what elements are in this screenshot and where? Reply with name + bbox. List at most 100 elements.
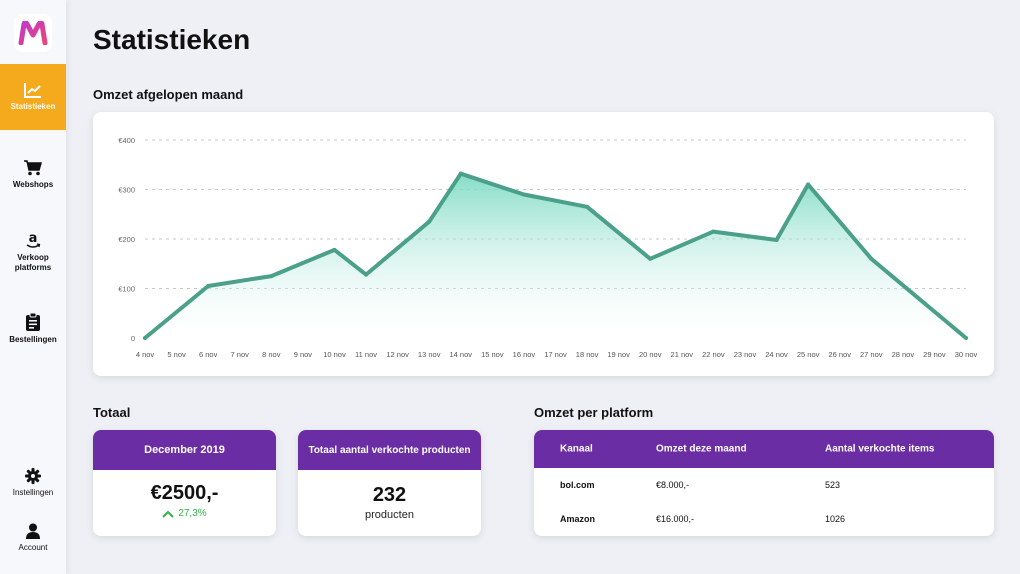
table-row[interactable]: bol.com €8.000,- 523 [534, 468, 994, 502]
platform-table: Kanaal Omzet deze maand Aantal verkochte… [534, 430, 994, 536]
x-tick-label: 5 nov [167, 350, 186, 359]
data-point[interactable] [143, 336, 147, 340]
x-tick-label: 25 nov [797, 350, 820, 359]
data-point[interactable] [711, 229, 716, 234]
x-tick-label: 27 nov [860, 350, 883, 359]
cell-omzet: €8.000,- [656, 480, 690, 490]
data-point[interactable] [458, 171, 463, 176]
data-point[interactable] [964, 336, 968, 340]
gear-icon [25, 468, 41, 484]
x-tick-label: 7 nov [231, 350, 250, 359]
svg-text:a: a [29, 231, 38, 246]
x-tick-label: 26 nov [828, 350, 851, 359]
data-point[interactable] [774, 237, 779, 242]
x-tick-label: 11 nov [355, 350, 377, 359]
sidebar: Statistieken Webshops a Verkoop platform… [0, 0, 66, 574]
column-header-items: Aantal verkochte items [825, 443, 935, 455]
x-tick-label: 12 nov [386, 350, 409, 359]
x-tick-label: 16 nov [513, 350, 536, 359]
cell-omzet: €16.000,- [656, 514, 695, 524]
chart-line-icon [24, 83, 41, 98]
products-sold-unit: producten [365, 509, 414, 521]
amazon-icon: a [26, 231, 41, 248]
data-point[interactable] [869, 256, 874, 261]
data-point[interactable] [364, 272, 369, 277]
area-fill [145, 173, 966, 338]
totals-section-title: Totaal [93, 405, 131, 420]
revenue-delta-value: 27,3% [178, 508, 207, 519]
sidebar-item-webshops[interactable]: Webshops [0, 160, 66, 190]
x-tick-label: 15 nov [481, 350, 504, 359]
sidebar-item-label: Instellingen [12, 488, 54, 497]
y-tick-label: €100 [118, 285, 135, 294]
data-point[interactable] [332, 247, 337, 252]
sidebar-item-label-line1: Verkoop [17, 253, 49, 262]
sidebar-item-verkoop-platforms[interactable]: a Verkoop platforms [0, 231, 66, 273]
x-tick-label: 14 nov [450, 350, 473, 359]
revenue-delta: 27,3% [162, 508, 207, 519]
products-card-header: Totaal aantal verkochte producten [298, 430, 481, 470]
x-tick-label: 10 nov [323, 350, 346, 359]
x-tick-label: 30 nov [955, 350, 978, 359]
products-sold-card: Totaal aantal verkochte producten 232 pr… [298, 430, 481, 536]
column-header-omzet: Omzet deze maand [656, 443, 747, 455]
sidebar-item-label: Webshops [12, 180, 54, 189]
month-revenue-card: December 2019 €2500,- 27,3% [93, 430, 276, 536]
table-row[interactable]: Amazon €16.000,- 1026 [534, 502, 994, 536]
platforms-section-title: Omzet per platform [534, 405, 654, 420]
sidebar-item-label-line2: platforms [14, 263, 52, 272]
y-tick-label: 0 [131, 334, 135, 343]
table-header: Kanaal Omzet deze maand Aantal verkochte… [534, 430, 994, 468]
x-tick-label: 23 nov [734, 350, 757, 359]
app-logo[interactable] [14, 14, 52, 52]
x-tick-label: 9 nov [294, 350, 313, 359]
x-tick-label: 24 nov [765, 350, 788, 359]
x-tick-label: 13 nov [418, 350, 441, 359]
data-point[interactable] [806, 182, 811, 187]
month-revenue-value: €2500,- [150, 482, 219, 504]
data-point[interactable] [521, 192, 526, 197]
data-point[interactable] [206, 284, 211, 289]
chart-section-title: Omzet afgelopen maand [93, 87, 244, 102]
x-tick-label: 18 nov [576, 350, 599, 359]
data-point[interactable] [427, 219, 432, 224]
x-tick-label: 6 nov [199, 350, 218, 359]
x-tick-label: 28 nov [892, 350, 915, 359]
sidebar-item-label: Bestellingen [9, 335, 57, 344]
sidebar-item-label: Account [18, 543, 48, 552]
sidebar-item-instellingen[interactable]: Instellingen [0, 468, 66, 498]
x-tick-label: 22 nov [702, 350, 725, 359]
sidebar-item-statistieken[interactable]: Statistieken [0, 64, 66, 130]
cart-icon [24, 160, 42, 176]
revenue-chart: 0 €100 €200 €300 €400 4 nov 5 nov 6 nov 7 nov 8 … [118, 136, 978, 359]
y-tick-label: €200 [118, 235, 135, 244]
cell-kanaal: bol.com [560, 480, 595, 490]
sidebar-item-account[interactable]: Account [0, 523, 66, 553]
products-sold-value: 232 [372, 484, 407, 506]
month-card-header: December 2019 [93, 430, 276, 470]
logo-m-icon [18, 21, 48, 45]
cell-kanaal: Amazon [560, 514, 596, 524]
data-point[interactable] [269, 274, 274, 279]
cell-items: 523 [825, 480, 841, 490]
x-tick-label: 19 nov [607, 350, 630, 359]
data-point[interactable] [648, 256, 653, 261]
y-tick-label: €300 [118, 186, 135, 195]
column-header-kanaal: Kanaal [560, 443, 593, 455]
clipboard-icon [26, 313, 40, 331]
y-tick-label: €400 [118, 136, 135, 145]
revenue-chart-card: 0 €100 €200 €300 €400 4 nov 5 nov 6 nov 7 nov 8 … [93, 112, 994, 376]
cell-items: 1026 [825, 514, 846, 524]
user-icon [26, 523, 40, 539]
sidebar-item-bestellingen[interactable]: Bestellingen [0, 313, 66, 345]
x-tick-label: 17 nov [544, 350, 567, 359]
x-tick-label: 8 nov [262, 350, 281, 359]
x-tick-label: 29 nov [923, 350, 946, 359]
sidebar-item-label: Statistieken [10, 102, 56, 111]
x-tick-label: 21 nov [671, 350, 694, 359]
x-tick-label: 4 nov [136, 350, 155, 359]
data-point[interactable] [585, 204, 590, 209]
x-tick-label: 20 nov [639, 350, 662, 359]
chevron-up-icon [162, 510, 175, 518]
page-title: Statistieken [93, 24, 251, 55]
